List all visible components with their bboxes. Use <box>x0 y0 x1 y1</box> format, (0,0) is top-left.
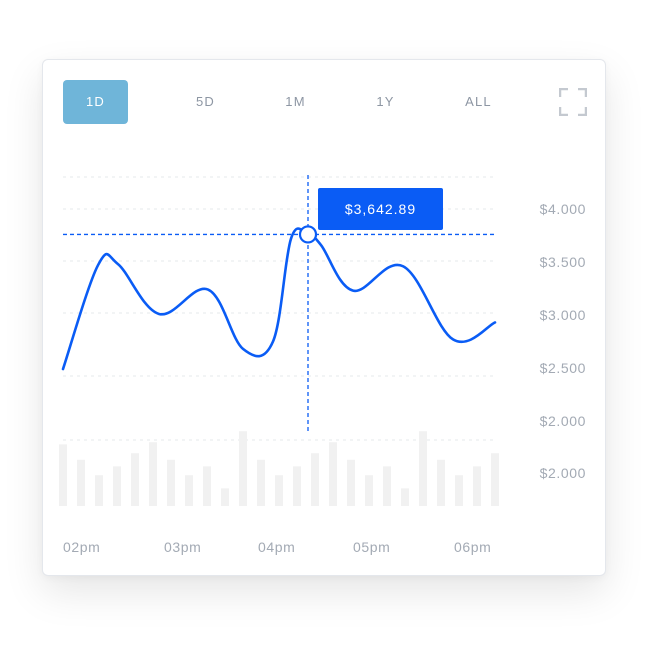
volume-bar <box>131 453 139 506</box>
volume-bar <box>185 475 193 506</box>
volume-bars <box>59 431 499 506</box>
volume-bar <box>257 459 265 506</box>
volume-bar <box>221 488 229 506</box>
volume-bar <box>419 431 427 506</box>
volume-bar <box>437 459 445 506</box>
fullscreen-icon[interactable] <box>558 87 588 117</box>
volume-bar <box>383 466 391 506</box>
crosshair-point[interactable] <box>298 225 318 244</box>
volume-bar <box>311 453 319 506</box>
volume-bar <box>167 459 175 506</box>
price-line <box>61 227 497 371</box>
volume-bar <box>113 466 121 506</box>
tab-1y[interactable]: 1Y <box>376 94 395 109</box>
y-tick-label: $4.000 <box>540 201 586 217</box>
y-tick-label: $2.000 <box>540 413 586 429</box>
y-tick-label: $3.000 <box>540 307 586 323</box>
volume-bar <box>491 453 499 506</box>
volume-bar <box>239 431 247 506</box>
volume-bar <box>455 475 463 506</box>
y-tick-label: $3.500 <box>540 254 586 270</box>
volume-bar <box>329 442 337 506</box>
price-tooltip-label: $3,642.89 <box>345 201 416 217</box>
tab-5d[interactable]: 5D <box>195 94 216 109</box>
y-tick-label: $2.000 <box>540 465 586 481</box>
volume-bar <box>347 459 355 506</box>
x-axis-labels: 02pm 03pm 04pm 05pm 06pm <box>63 539 491 555</box>
volume-bar <box>59 444 67 506</box>
tab-1d[interactable]: 1D <box>63 80 128 124</box>
x-tick-label: 05pm <box>353 539 390 555</box>
y-axis-labels: $4.000 $3.500 $3.000 $2.500 $2.000 $2.000 <box>540 201 586 481</box>
price-tooltip-box <box>318 188 443 230</box>
volume-bar <box>77 459 85 506</box>
tab-1m[interactable]: 1M <box>285 94 306 109</box>
volume-bar <box>473 466 481 506</box>
x-tick-label: 02pm <box>63 539 100 555</box>
x-tick-label: 03pm <box>164 539 201 555</box>
volume-bar <box>95 475 103 506</box>
price-tooltip: $3,642.89 <box>318 188 443 230</box>
volume-bar <box>275 475 283 506</box>
x-tick-label: 04pm <box>258 539 295 555</box>
crosshair <box>63 175 495 432</box>
volume-bar <box>149 442 157 506</box>
volume-bar <box>293 466 301 506</box>
tab-all[interactable]: ALL <box>465 94 492 109</box>
price-chart-card: 1D 5D 1M 1Y ALL $3,642.89 $4.000 $3.500 $3… <box>42 59 606 576</box>
range-tabs: 1D 5D 1M 1Y ALL <box>63 80 585 124</box>
volume-bar <box>401 488 409 506</box>
price-chart: $3,642.89 $4.000 $3.500 $3.000 $2.500 $2.000… <box>59 175 586 555</box>
x-tick-label: 06pm <box>454 539 491 555</box>
y-tick-label: $2.500 <box>540 360 586 376</box>
price-line-group <box>61 225 497 371</box>
volume-bar <box>203 466 211 506</box>
volume-bar <box>365 475 373 506</box>
